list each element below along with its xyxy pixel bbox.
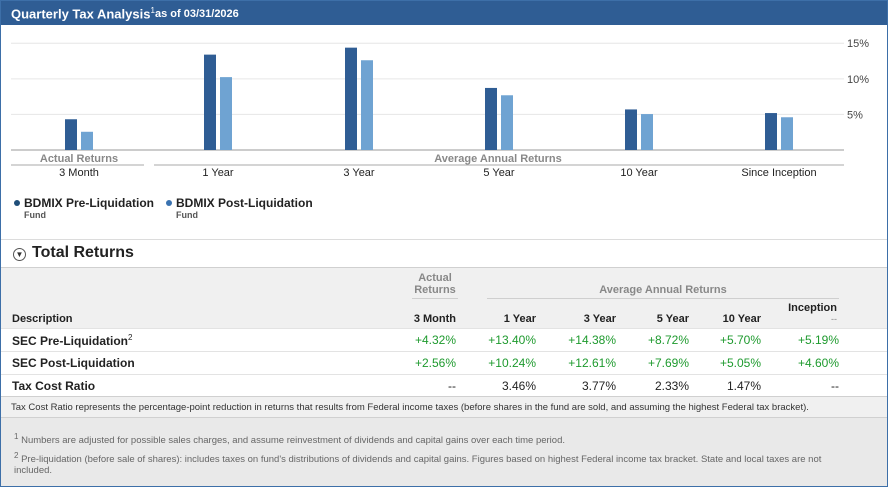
legend-swatch-pre — [14, 199, 20, 206]
category-label: 5 Year — [483, 167, 515, 179]
row-value: 3.46% — [501, 379, 536, 393]
col-10-year: 10 Year — [722, 313, 761, 325]
row-value: 3.77% — [581, 379, 616, 393]
section-title: Total Returns — [32, 244, 134, 261]
chevron-down-icon[interactable]: ▼ — [13, 248, 26, 261]
bar-pre — [765, 113, 777, 150]
legend-label-pre: BDMIX Pre-Liquidation — [24, 196, 154, 210]
row-description: SEC Post-Liquidation — [12, 356, 135, 370]
row-value: 1.47% — [726, 379, 761, 393]
footnote-2: 2 Pre-liquidation (before sale of shares… — [14, 451, 822, 477]
col-3-year: 3 Year — [583, 313, 616, 325]
bar-post — [501, 95, 513, 150]
bar-post — [81, 131, 93, 150]
category-label: 10 Year — [620, 167, 658, 179]
bar-post — [781, 117, 793, 150]
row-value: +5.19% — [797, 333, 839, 347]
col-3-month: 3 Month — [413, 313, 456, 325]
bar-pre — [625, 109, 637, 150]
category-label: 1 Year — [202, 167, 234, 179]
table-row: Tax Cost Ratio -- 3.46% 3.77% 2.33% 1.47% -- — [1, 374, 887, 397]
title-bar: Quarterly Tax Analysis1 as of 03/31/2026 — [1, 1, 887, 25]
category-label: 3 Month — [59, 167, 99, 179]
y-tick-label: 5% — [847, 109, 863, 121]
row-value: +5.70% — [719, 333, 761, 347]
as-of-date: as of 03/31/2026 — [155, 8, 239, 20]
category-label: Since Inception — [741, 167, 816, 179]
group-label-average: Average Annual Returns — [434, 153, 562, 165]
row-value: +7.69% — [647, 356, 689, 370]
row-value: 2.33% — [654, 379, 689, 393]
y-tick-label: 15% — [847, 38, 869, 50]
row-value: +14.38% — [568, 333, 616, 347]
table-row: SEC Post-Liquidation +2.56% +10.24% +12.61%… — [1, 351, 887, 374]
avg-divider — [487, 298, 839, 299]
row-value: -- — [831, 379, 839, 393]
tax-cost-note: Tax Cost Ratio represents the percentage… — [1, 396, 887, 418]
col-1-year: 1 Year — [503, 313, 536, 325]
row-description: SEC Pre-Liquidation2 — [12, 333, 133, 348]
actual-divider — [412, 298, 458, 299]
row-value: +4.32% — [414, 333, 456, 347]
col-inception: Inception — [788, 302, 837, 314]
returns-chart: 5% 10% 15% Actual Returns Average Annual Ret… — [1, 25, 887, 238]
bar-post — [641, 114, 653, 150]
bar-pre — [345, 47, 357, 150]
bar-pre — [485, 87, 497, 150]
bar-post — [220, 77, 232, 150]
row-value: +5.05% — [719, 356, 761, 370]
category-label: 3 Year — [343, 167, 375, 179]
bar-pre — [204, 54, 216, 150]
legend-sub-pre: Fund — [24, 210, 46, 220]
bar-chart: 5% 10% 15% Actual Returns Average Annual Ret… — [11, 38, 869, 179]
legend-label-post: BDMIX Post-Liquidation — [176, 196, 313, 210]
legend-sub-post: Fund — [176, 210, 198, 220]
row-value: +12.61% — [568, 356, 616, 370]
col-inception-sub: -- — [831, 314, 837, 324]
table-header: Actual Returns Average Annual Returns Inc… — [1, 267, 887, 328]
bar-pre — [65, 119, 77, 150]
footnotes: 1 Numbers are adjusted for possible sale… — [1, 418, 887, 486]
row-value: +8.72% — [647, 333, 689, 347]
legend-item-post: BDMIX Post-Liquidation Fund — [166, 196, 313, 220]
group-actual-label: Actual Returns — [414, 272, 456, 296]
footnote-1: 1 Numbers are adjusted for possible sale… — [14, 432, 566, 447]
panel-title: Quarterly Tax Analysis1 — [11, 6, 155, 22]
legend-swatch-post — [166, 199, 172, 206]
group-avg-label: Average Annual Returns — [599, 284, 727, 296]
legend-item-pre: BDMIX Pre-Liquidation Fund — [14, 196, 154, 220]
bar-post — [361, 60, 373, 150]
row-value: -- — [448, 379, 456, 393]
row-description: Tax Cost Ratio — [12, 379, 96, 393]
row-value: +10.24% — [488, 356, 536, 370]
group-label-actual: Actual Returns — [40, 153, 118, 165]
row-value: +2.56% — [414, 356, 456, 370]
table-row: SEC Pre-Liquidation2 +4.32% +13.40% +14.38%… — [1, 328, 887, 351]
col-5-year: 5 Year — [656, 313, 689, 325]
row-value: +13.40% — [488, 333, 536, 347]
total-returns-header[interactable]: ▼ Total Returns — [1, 239, 887, 267]
row-value: +4.60% — [797, 356, 839, 370]
y-tick-label: 10% — [847, 74, 869, 86]
col-description: Description — [12, 313, 73, 325]
